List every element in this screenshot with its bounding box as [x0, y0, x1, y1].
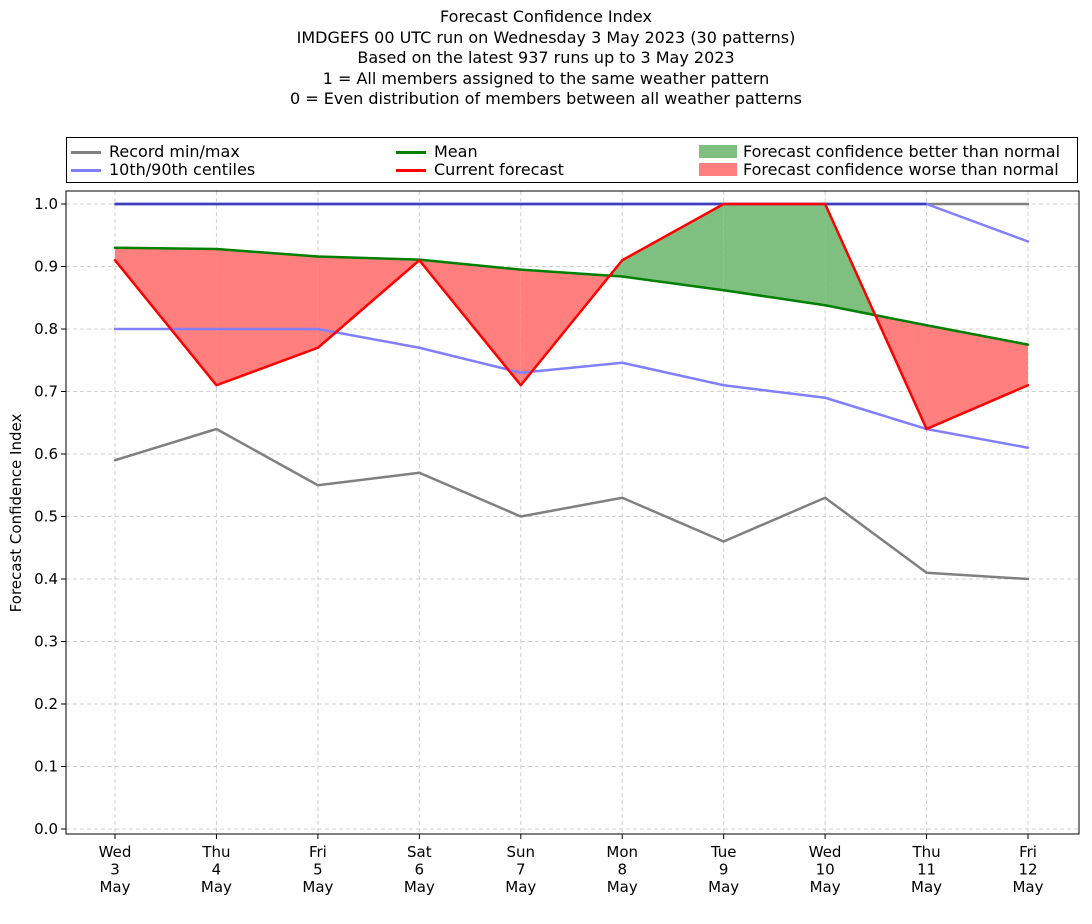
- x-axis-ticks: Wed3MayThu4MayFri5MaySat6MaySun7MayMon8M…: [99, 834, 1044, 896]
- x-tick-label: 10: [816, 861, 835, 879]
- y-axis-label: Forecast Confidence Index: [7, 414, 25, 613]
- y-tick-label: 0.7: [34, 383, 58, 401]
- x-tick-label: 9: [719, 861, 729, 879]
- x-tick-label: May: [99, 878, 130, 896]
- x-tick-label: May: [708, 878, 739, 896]
- title-line-1: Forecast Confidence Index: [440, 7, 652, 26]
- x-tick-label: Mon: [606, 843, 638, 861]
- legend-swatch-worse: [699, 163, 737, 176]
- x-tick-label: 5: [313, 861, 323, 879]
- x-tick-label: Thu: [911, 843, 940, 861]
- x-tick-label: Wed: [809, 843, 842, 861]
- y-tick-label: 0.1: [34, 758, 58, 776]
- legend-swatch-current: [396, 169, 426, 172]
- x-tick-label: May: [911, 878, 942, 896]
- x-tick-label: 8: [617, 861, 627, 879]
- legend-swatch-mean: [396, 151, 426, 154]
- x-tick-label: Sun: [507, 843, 536, 861]
- x-tick-label: 11: [917, 861, 936, 879]
- y-tick-label: 0.4: [34, 570, 58, 588]
- fill-better: [622, 204, 724, 291]
- x-tick-label: 4: [212, 861, 222, 879]
- chart-title: Forecast Confidence Index IMDGEFS 00 UTC…: [0, 7, 1092, 110]
- x-tick-label: 7: [516, 861, 526, 879]
- title-line-5: 0 = Even distribution of members between…: [289, 89, 803, 108]
- x-tick-label: Tue: [710, 843, 737, 861]
- y-tick-label: 0.3: [34, 633, 58, 651]
- record-min-line: [113, 427, 1030, 581]
- chart-legend: Record min/max 10th/90th centiles Mean C…: [66, 137, 1078, 183]
- legend-label-mean: Mean: [434, 142, 478, 161]
- current-forecast-line: [113, 202, 1030, 431]
- p90-line: [113, 202, 1030, 243]
- x-tick-label: Sat: [407, 843, 432, 861]
- legend-label-centiles: 10th/90th centiles: [109, 160, 256, 179]
- x-tick-label: May: [302, 878, 333, 896]
- fill-worse: [926, 325, 1028, 429]
- axes-frame: [65, 190, 1080, 835]
- series-lines: [113, 202, 1030, 581]
- y-tick-label: 1.0: [34, 195, 58, 213]
- confidence-fills: [115, 204, 1028, 429]
- x-tick-label: Fri: [1019, 843, 1037, 861]
- title-line-3: Based on the latest 937 runs up to 3 May…: [357, 48, 735, 67]
- p10-line: [113, 327, 1030, 449]
- title-line-2: IMDGEFS 00 UTC run on Wednesday 3 May 20…: [296, 27, 796, 47]
- x-tick-label: Fri: [309, 843, 327, 861]
- fill-worse: [216, 249, 318, 386]
- legend-swatch-record: [71, 151, 101, 154]
- x-tick-label: Thu: [201, 843, 230, 861]
- title-line-4: 1 = All members assigned to the same wea…: [322, 68, 770, 88]
- x-tick-label: May: [1012, 878, 1043, 896]
- legend-label-better: Forecast confidence better than normal: [743, 142, 1061, 161]
- x-tick-label: May: [607, 878, 638, 896]
- y-tick-label: 0.8: [34, 320, 58, 338]
- x-tick-label: May: [201, 878, 232, 896]
- legend-swatch-centiles: [71, 169, 101, 172]
- y-tick-label: 0.2: [34, 695, 58, 713]
- legend-label-current: Current forecast: [434, 160, 564, 179]
- fill-worse: [115, 247, 217, 386]
- legend-label-record: Record min/max: [109, 142, 240, 161]
- y-tick-label: 0.6: [34, 445, 58, 463]
- x-tick-label: 6: [415, 861, 425, 879]
- legend-label-worse: Forecast confidence worse than normal: [743, 160, 1059, 179]
- x-tick-label: May: [505, 878, 536, 896]
- x-tick-label: Wed: [99, 843, 132, 861]
- x-tick-label: May: [810, 878, 841, 896]
- y-tick-label: 0.0: [34, 820, 58, 838]
- legend-swatch-better: [699, 145, 737, 158]
- x-tick-label: 3: [110, 861, 120, 879]
- fill-better: [723, 204, 826, 306]
- x-tick-label: May: [404, 878, 435, 896]
- x-tick-label: 12: [1018, 861, 1037, 879]
- y-tick-label: 0.5: [34, 508, 58, 526]
- y-axis-ticks: 0.0 0.1 0.2 0.3 0.4 0.5 0.6 0.7 0.8 0.9 1.0: [34, 195, 66, 838]
- y-tick-label: 0.9: [34, 258, 58, 276]
